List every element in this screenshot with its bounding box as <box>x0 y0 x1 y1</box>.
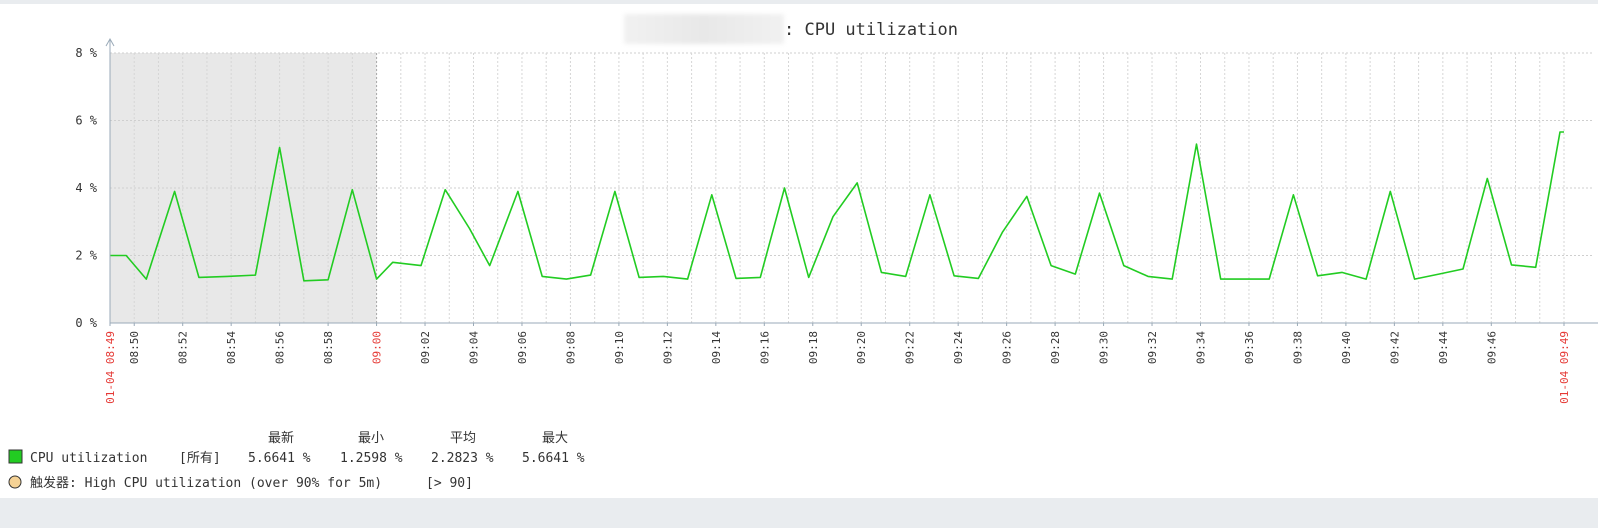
x-tick-label: 09:28 <box>1049 331 1062 364</box>
legend-header-avg: 平均 <box>450 431 476 446</box>
legend-series-avg: 2.2823 % <box>431 451 494 466</box>
bottom-bar <box>0 498 1598 528</box>
x-tick-label: 08:54 <box>225 331 238 364</box>
x-tick-label: 09:32 <box>1146 331 1159 364</box>
series-line-cpu-utilization <box>110 131 1564 282</box>
legend-series-name: CPU utilization <box>30 451 147 466</box>
x-tick-label: 09:06 <box>516 331 529 364</box>
x-tick-label: 08:56 <box>274 331 287 364</box>
trigger-condition: [> 90] <box>426 476 473 491</box>
x-tick-label: 09:18 <box>807 331 820 364</box>
y-tick-label: 2 % <box>75 249 97 263</box>
x-tick-label: 08:58 <box>322 331 335 364</box>
legend-series-max: 5.6641 % <box>522 451 585 466</box>
x-tick-label: 09:30 <box>1098 331 1111 364</box>
x-tick-label: 09:24 <box>952 331 965 364</box>
legend-header-max: 最大 <box>542 431 568 446</box>
x-tick-label-highlight: 01-04 08:49 <box>104 331 117 404</box>
y-axis: 0 % 2 % 4 % 6 % 8 % <box>75 37 115 330</box>
x-tick-label: 08:52 <box>177 331 190 364</box>
y-tick-label: 6 % <box>75 114 97 128</box>
x-tick-label: 09:20 <box>855 331 868 364</box>
y-tick-label: 0 % <box>75 316 97 330</box>
x-tick-label: 09:08 <box>564 331 577 364</box>
x-axis: 08:50 08:52 08:54 08:56 08:58 09:02 09:04 09:06… <box>104 322 1598 404</box>
y-tick-label: 4 % <box>75 181 97 195</box>
x-tick-label: 09:46 <box>1485 331 1498 364</box>
x-tick-label: 09:14 <box>710 331 723 364</box>
x-tick-label: 09:22 <box>904 331 917 364</box>
x-tick-label: 09:38 <box>1291 331 1304 364</box>
legend-series-latest: 5.6641 % <box>248 451 311 466</box>
x-tick-label: 09:12 <box>661 331 674 364</box>
trigger-swatch-icon <box>8 475 22 489</box>
x-tick-label: 09:42 <box>1388 331 1401 364</box>
x-tick-label: 09:26 <box>1001 331 1014 364</box>
legend-series-min: 1.2598 % <box>340 451 403 466</box>
y-axis-arrow-icon <box>105 37 115 47</box>
legend-header-latest: 最新 <box>268 430 294 446</box>
x-tick-label: 08:50 <box>128 331 141 364</box>
x-tick-label-highlight: 01-04 09:49 <box>1558 331 1571 404</box>
legend: 最新 最小 平均 最大 CPU utilization [所有] 5.6641 … <box>8 430 585 491</box>
x-tick-label: 09:02 <box>419 331 432 364</box>
x-tick-label: 09:44 <box>1437 331 1450 364</box>
chart-title: : CPU utilization <box>784 20 958 40</box>
plot-area <box>110 52 1594 323</box>
x-tick-label: 09:04 <box>468 331 481 364</box>
y-tick-label: 8 % <box>75 46 97 60</box>
legend-header-min: 最小 <box>358 431 384 446</box>
x-tick-label: 09:10 <box>613 331 626 364</box>
x-tick-label: 09:34 <box>1195 331 1208 364</box>
legend-series-scope: [所有] <box>179 451 221 466</box>
x-tick-label: 09:40 <box>1340 331 1353 364</box>
x-tick-label: 09:16 <box>758 331 771 364</box>
trigger-label: 触发器: High CPU utilization (over 90% for … <box>30 475 382 491</box>
x-tick-label-highlight: 09:00 <box>371 331 384 364</box>
x-tick-label: 09:36 <box>1243 331 1256 364</box>
redacted-host-name <box>624 14 784 44</box>
legend-series-swatch <box>8 449 23 464</box>
